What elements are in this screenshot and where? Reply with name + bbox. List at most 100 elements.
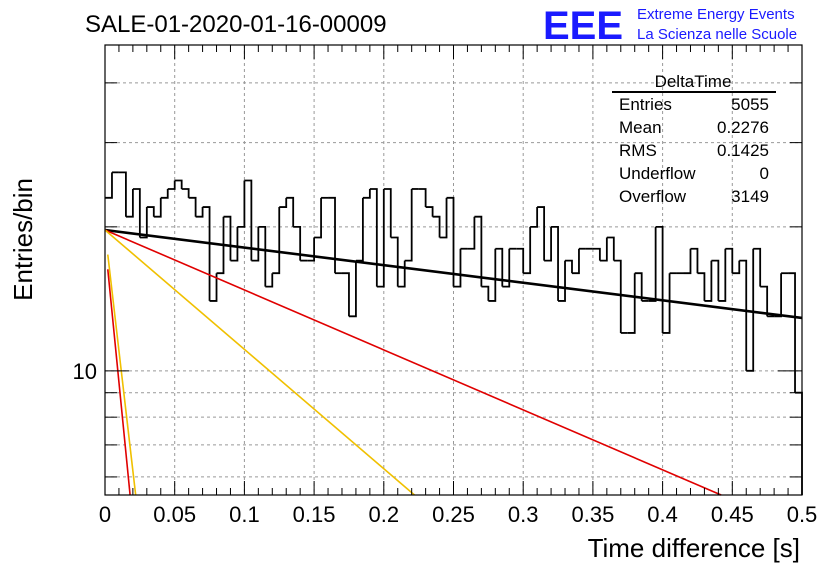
histogram-bin [348,260,357,318]
histogram-bin [544,226,552,262]
histogram-bin [195,207,204,218]
x-tick-label: 0.2 [369,502,400,527]
histogram-bin [662,273,671,334]
histogram-bin [390,236,399,287]
histogram-bin [307,237,315,262]
histogram-bin [383,188,392,238]
histogram-bin [446,196,455,287]
histogram-bin [697,272,706,301]
histogram-bin [634,272,643,301]
histogram-bin [355,197,364,262]
histogram-bin [439,197,448,239]
histogram-bin [502,248,511,288]
histogram-bin [648,226,657,302]
histogram-bin [362,188,371,199]
histogram-bin [279,197,288,208]
histogram-bin [655,225,664,333]
histogram-bin [523,226,532,275]
histogram-bin [753,247,762,287]
stats-label: RMS [619,141,657,160]
x-tick-labels: 0 0.05 0.1 0.15 0.2 0.25 0.3 0.35 0.4 0.45 0.5 [99,502,817,527]
histogram-bin [481,285,490,301]
histogram-bin [125,188,134,218]
histogram-bin [606,236,615,261]
y-tick-labels: 10 [73,359,97,384]
x-axis-label: Time difference [s] [588,533,800,563]
histogram-bin [453,248,462,288]
histogram-bin [746,248,755,372]
histogram-bin [690,247,699,274]
histogram-bin [216,216,225,275]
histogram-bin [788,272,796,393]
histogram-bin [432,215,441,238]
histogram-bin [565,259,573,274]
histogram-bin [592,247,601,261]
histogram-bin [369,188,378,287]
histogram-bin [376,188,385,288]
stats-label: Underflow [619,164,696,183]
histogram-bin [425,206,434,217]
stats-value: 3149 [731,187,769,206]
histogram-bin [599,237,608,262]
grid [105,45,802,495]
histogram-bin [244,179,253,261]
chart-title: SALE-01-2020-01-16-00009 [85,11,387,38]
histogram-bin [558,260,566,302]
histogram-bin [146,206,155,217]
x-tick-label: 0.45 [711,502,754,527]
stats-value: 0.1425 [717,141,769,160]
histogram-bin [474,215,483,287]
histogram-bin [237,180,246,228]
histogram-bin [467,216,476,250]
histogram-bin [272,207,281,275]
histogram-bin [286,196,295,227]
histogram-bin [404,188,413,262]
logo-line-1: Extreme Energy Events [637,6,795,23]
histogram-bin [209,273,218,302]
histogram-bin [251,226,260,262]
histogram-bin [725,247,734,274]
histogram-bin [495,247,504,287]
histogram-bin [627,273,636,334]
histogram-bin [341,272,350,317]
histogram-bin [613,259,622,333]
histogram-bin [118,171,127,217]
logo-line-2: La Scienza nelle Scuole [637,26,797,43]
histogram-bin [105,172,113,199]
stats-value: 5055 [731,95,769,114]
histogram-bin [418,188,427,208]
histogram-bin [167,180,176,190]
histogram-bin [265,273,274,288]
histogram-bin [314,197,322,239]
histogram-bin [230,226,239,262]
histogram-bin [704,260,713,302]
histogram-bin [760,285,769,317]
stats-value: 0 [760,164,769,183]
histogram-bin [551,225,559,301]
y-tick-label: 10 [73,359,97,384]
histogram-bin [174,179,183,189]
histogram-bin [739,259,748,371]
axis-ticks [104,45,803,495]
histogram-bin [139,207,148,239]
x-tick-label: 0.4 [647,502,678,527]
fit-line [104,229,415,496]
histogram-bin [718,248,727,302]
histogram-bin [160,188,169,199]
fit-line [104,229,722,496]
histogram-bin [202,206,211,301]
histogram [105,171,803,495]
histogram-bin [188,196,197,217]
eee-logo: EEE Extreme Energy Events La Scienza nel… [543,4,797,48]
histogram-bin [530,207,539,228]
logo-mark: EEE [543,4,623,48]
stats-label: Entries [619,95,672,114]
stats-label: Overflow [619,187,687,206]
x-tick-label: 0 [99,502,111,527]
fit-line [106,254,137,496]
histogram-bin [153,197,162,218]
histogram-bin [516,247,525,274]
histogram-bin [732,260,741,275]
histogram-bin [181,188,190,198]
